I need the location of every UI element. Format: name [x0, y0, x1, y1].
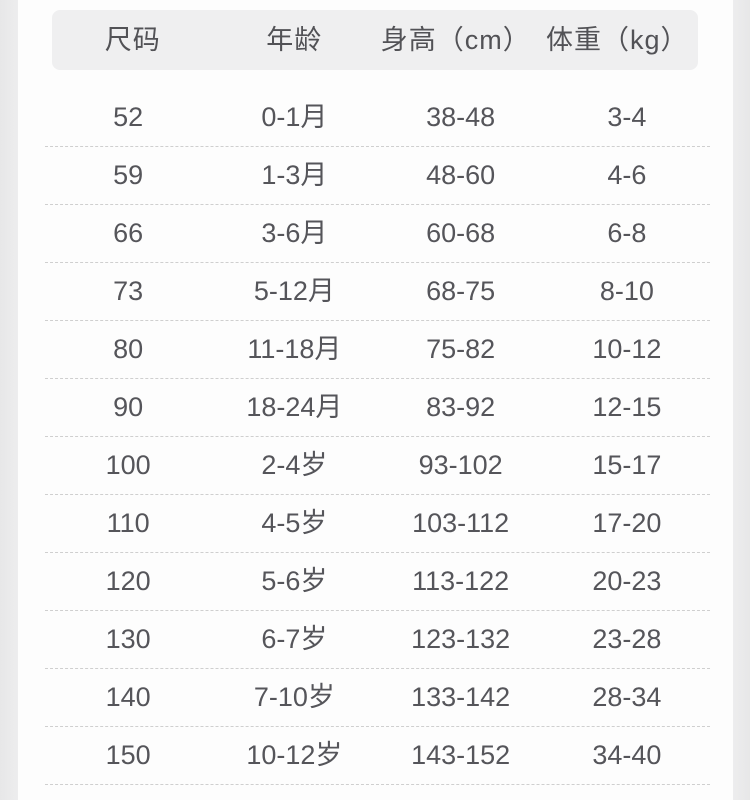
cell-size: 120	[105, 566, 151, 596]
cell-age: 5-12月	[253, 276, 335, 306]
cell-weight: 8-10	[599, 276, 654, 306]
cell-age: 0-1月	[261, 102, 328, 132]
cell-height: 75-82	[426, 334, 496, 364]
cell-height: 143-152	[411, 740, 511, 770]
cell-age: 1-3月	[261, 160, 328, 190]
cell-weight: 12-15	[592, 392, 662, 422]
cell-age: 2-4岁	[261, 450, 328, 480]
table-row: 100 2-4岁 93-102 15-17	[45, 437, 710, 495]
cell-height: 133-142	[411, 682, 511, 712]
cell-age: 4-5岁	[261, 508, 328, 538]
header-cell-size: 尺码	[104, 25, 161, 55]
cell-height: 113-122	[412, 566, 510, 596]
table-header-row: 尺码 年龄 身高（cm） 体重（kg）	[52, 10, 698, 70]
right-gutter	[733, 0, 750, 800]
cell-height: 38-48	[426, 102, 496, 132]
cell-size: 66	[113, 218, 144, 248]
table-row: 140 7-10岁 133-142 28-34	[45, 669, 710, 727]
cell-size: 110	[106, 508, 150, 538]
table-body: 52 0-1月 38-48 3-4 59 1-3月 48-60 4-6 66 3…	[45, 89, 710, 785]
table-row: 110 4-5岁 103-112 17-20	[45, 495, 710, 553]
cell-size: 73	[113, 276, 144, 306]
cell-size: 140	[105, 682, 151, 712]
cell-age: 6-7岁	[261, 624, 328, 654]
header-cell-age: 年龄	[266, 25, 323, 55]
cell-height: 83-92	[426, 392, 496, 422]
table-row: 59 1-3月 48-60 4-6	[45, 147, 710, 205]
cell-age: 3-6月	[261, 218, 328, 248]
cell-height: 93-102	[418, 450, 503, 480]
cell-height: 48-60	[426, 160, 496, 190]
cell-age: 18-24月	[246, 392, 343, 422]
cell-size: 59	[113, 160, 144, 190]
cell-height: 123-132	[411, 624, 511, 654]
cell-weight: 17-20	[592, 508, 662, 538]
table-row: 73 5-12月 68-75 8-10	[45, 263, 710, 321]
cell-age: 11-18月	[247, 334, 342, 364]
cell-size: 130	[105, 624, 151, 654]
cell-weight: 3-4	[607, 102, 647, 132]
cell-weight: 34-40	[592, 740, 662, 770]
cell-weight: 20-23	[592, 566, 662, 596]
cell-age: 7-10岁	[253, 682, 335, 712]
table-row: 130 6-7岁 123-132 23-28	[45, 611, 710, 669]
table-row: 66 3-6月 60-68 6-8	[45, 205, 710, 263]
cell-size: 150	[105, 740, 151, 770]
header-cell-weight: 体重（kg）	[545, 25, 689, 55]
header-cell-height: 身高（cm）	[380, 25, 531, 55]
cell-height: 60-68	[426, 218, 496, 248]
cell-weight: 4-6	[607, 160, 647, 190]
cell-weight: 15-17	[592, 450, 662, 480]
cell-size: 90	[113, 392, 144, 422]
cell-age: 10-12岁	[246, 740, 343, 770]
cell-age: 5-6岁	[261, 566, 328, 596]
cell-weight: 28-34	[592, 682, 662, 712]
cell-height: 68-75	[426, 276, 496, 306]
left-gutter	[0, 0, 18, 800]
cell-weight: 6-8	[607, 218, 647, 248]
size-chart-panel: 尺码 年龄 身高（cm） 体重（kg） 52 0-1月 38-48 3-4 59…	[18, 0, 733, 800]
cell-height: 103-112	[412, 508, 510, 538]
table-row: 90 18-24月 83-92 12-15	[45, 379, 710, 437]
table-row: 120 5-6岁 113-122 20-23	[45, 553, 710, 611]
table-row: 52 0-1月 38-48 3-4	[45, 89, 710, 147]
cell-weight: 23-28	[592, 624, 662, 654]
cell-size: 100	[105, 450, 151, 480]
cell-size: 80	[113, 334, 144, 364]
table-row: 80 11-18月 75-82 10-12	[45, 321, 710, 379]
cell-size: 52	[113, 102, 144, 132]
cell-weight: 10-12	[592, 334, 662, 364]
table-row: 150 10-12岁 143-152 34-40	[45, 727, 710, 785]
